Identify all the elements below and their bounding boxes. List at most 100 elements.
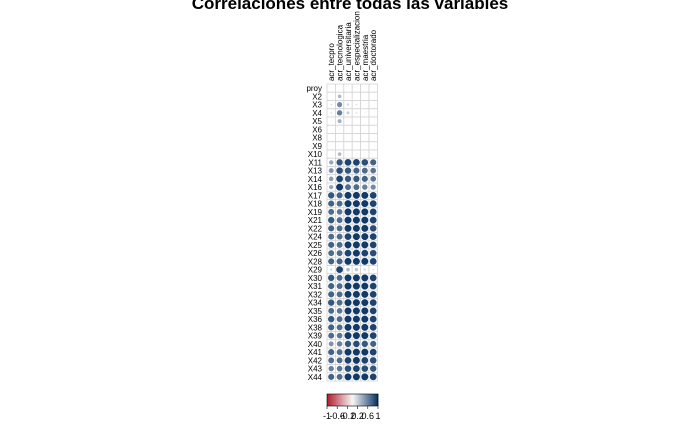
correlation-dot bbox=[361, 167, 369, 175]
correlation-dot bbox=[344, 183, 352, 191]
colorbar-segment bbox=[374, 394, 376, 406]
correlation-dot bbox=[329, 103, 333, 107]
colorbar-segment bbox=[370, 394, 372, 406]
correlation-dot bbox=[343, 240, 353, 249]
correlation-dot bbox=[352, 240, 361, 249]
correlation-dot bbox=[327, 233, 335, 241]
correlation-dot bbox=[343, 315, 353, 324]
correlation-dot bbox=[369, 207, 378, 216]
grid-cell bbox=[343, 149, 353, 159]
correlation-dot bbox=[346, 102, 350, 107]
grid-cell bbox=[326, 83, 336, 93]
correlation-dot bbox=[344, 340, 352, 348]
correlation-dot bbox=[369, 331, 378, 340]
correlation-dot bbox=[360, 306, 369, 315]
colorbar-segment bbox=[337, 394, 339, 406]
correlation-dot bbox=[335, 158, 344, 167]
correlation-dot bbox=[360, 323, 369, 332]
correlation-dot bbox=[336, 109, 343, 117]
colorbar-segment bbox=[375, 394, 378, 406]
correlation-dot bbox=[336, 118, 343, 124]
colorbar-segment bbox=[363, 394, 366, 406]
correlation-dot bbox=[327, 323, 335, 332]
correlation-dot bbox=[352, 158, 361, 167]
grid-cell bbox=[343, 91, 353, 101]
correlation-dot bbox=[352, 298, 361, 307]
grid-cell bbox=[343, 141, 353, 151]
correlation-dot bbox=[369, 167, 377, 175]
correlation-dot bbox=[371, 268, 375, 272]
correlation-dot bbox=[360, 207, 369, 216]
correlation-dot bbox=[343, 282, 353, 291]
correlation-dot bbox=[360, 191, 369, 200]
colorbar-segment bbox=[344, 394, 347, 406]
correlation-dot bbox=[352, 207, 361, 216]
correlation-dot bbox=[327, 274, 335, 282]
correlation-dot bbox=[360, 282, 369, 291]
correlation-dot bbox=[352, 315, 361, 324]
correlation-dot bbox=[343, 306, 353, 315]
correlation-dot bbox=[352, 273, 361, 282]
correlation-dot bbox=[352, 339, 361, 348]
correlation-dot bbox=[336, 373, 344, 381]
colorbar-segment bbox=[339, 394, 342, 406]
correlation-dot bbox=[369, 306, 378, 315]
correlation-dot bbox=[360, 240, 369, 249]
correlation-dot bbox=[361, 175, 369, 183]
colorbar-frame bbox=[326, 393, 379, 407]
row-label: X6 bbox=[312, 125, 322, 134]
correlation-dot bbox=[327, 224, 335, 233]
grid-cell bbox=[351, 133, 362, 143]
correlation-dot bbox=[369, 224, 378, 233]
correlation-dot bbox=[336, 307, 344, 315]
row-label: X42 bbox=[308, 356, 323, 365]
row-label: X38 bbox=[308, 323, 323, 332]
correlation-dot bbox=[369, 315, 378, 324]
row-label: X16 bbox=[308, 183, 323, 192]
grid-cell bbox=[326, 124, 336, 134]
correlation-dot bbox=[336, 233, 344, 241]
colorbar-tick-label: -1 bbox=[323, 411, 331, 421]
colorbar-segment bbox=[352, 394, 355, 406]
correlation-dot bbox=[352, 323, 361, 332]
row-label: proy bbox=[306, 84, 322, 93]
correlation-dot bbox=[345, 110, 351, 115]
row-label: X21 bbox=[308, 216, 323, 225]
grid-cell bbox=[360, 149, 370, 159]
colorbar-segment bbox=[335, 394, 338, 406]
correlation-dot bbox=[329, 267, 334, 272]
correlation-dot bbox=[343, 232, 352, 241]
colorbar-segment bbox=[341, 394, 343, 406]
colorbar-tick-label: -0.6 bbox=[329, 411, 345, 421]
correlation-dot bbox=[369, 340, 377, 348]
correlation-dot bbox=[369, 232, 378, 241]
correlation-dot bbox=[352, 199, 361, 208]
correlation-dot bbox=[360, 224, 369, 233]
row-label: X39 bbox=[308, 332, 323, 341]
correlation-dot bbox=[335, 166, 344, 175]
colorbar-tick-label: 0.6 bbox=[362, 411, 375, 421]
colorbar-segment bbox=[343, 394, 346, 406]
colorbar-segment bbox=[333, 394, 335, 406]
correlation-dot bbox=[354, 111, 358, 115]
correlation-dot bbox=[328, 175, 335, 182]
correlation-dot bbox=[369, 282, 378, 291]
correlation-dot bbox=[327, 216, 335, 224]
correlation-dot bbox=[352, 356, 361, 365]
grid-cell bbox=[334, 141, 345, 151]
row-label: X18 bbox=[308, 200, 323, 209]
correlation-dot bbox=[352, 191, 361, 200]
colorbar-segment bbox=[334, 394, 337, 406]
correlation-dot bbox=[352, 249, 361, 258]
colorbar-tick-label: 1 bbox=[375, 411, 380, 421]
correlation-dot bbox=[360, 232, 369, 241]
colorbar-segment bbox=[358, 394, 361, 406]
correlation-dot bbox=[352, 282, 361, 291]
correlation-dot bbox=[327, 249, 335, 257]
correlation-dot bbox=[330, 119, 333, 123]
correlation-dot bbox=[343, 273, 353, 282]
correlation-dot bbox=[336, 290, 344, 298]
correlation-dot bbox=[369, 298, 378, 307]
grid-cell bbox=[360, 91, 370, 101]
